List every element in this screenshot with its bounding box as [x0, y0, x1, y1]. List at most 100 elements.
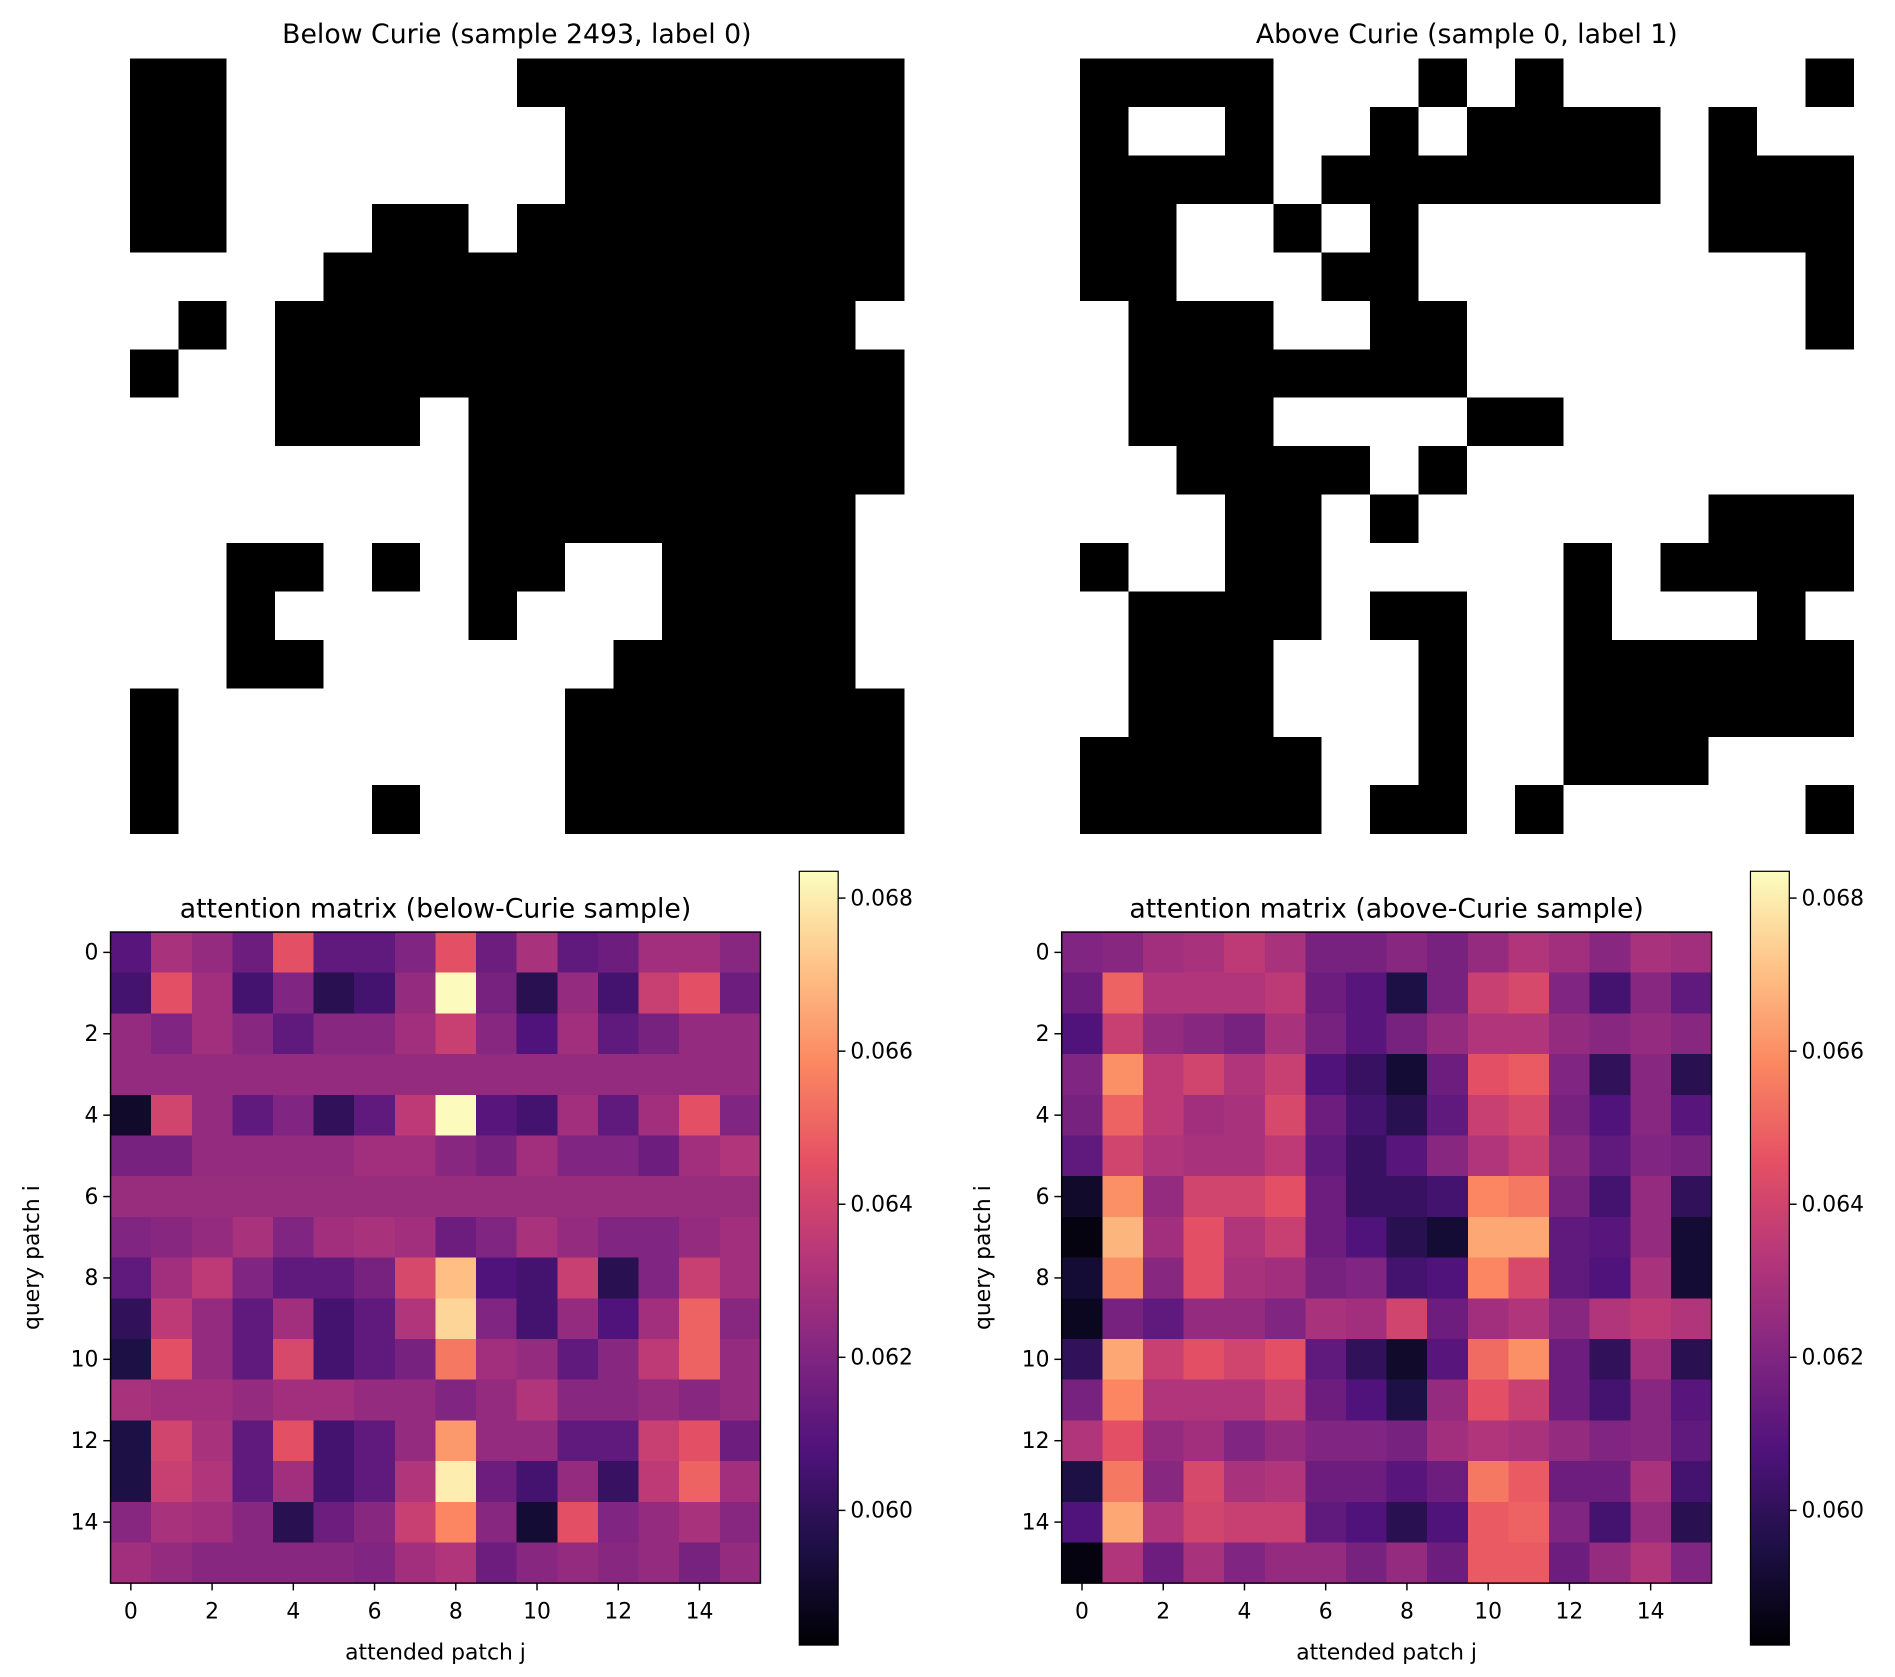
pixel — [1370, 58, 1419, 108]
pixel — [420, 494, 469, 544]
heat-cell — [354, 1094, 396, 1136]
pixel — [855, 736, 905, 786]
heat-cell — [313, 1135, 355, 1177]
pixel — [1756, 494, 1806, 544]
heat-cell — [679, 1135, 721, 1177]
pixel — [1321, 446, 1371, 496]
heat-cell — [232, 1420, 274, 1462]
pixel — [855, 785, 905, 835]
heat-cell — [1102, 1501, 1144, 1543]
pixel — [758, 446, 808, 496]
heat-cell — [191, 1420, 233, 1462]
heat-cell — [394, 1298, 436, 1340]
heat-cell — [313, 1420, 355, 1462]
heat-cell — [1264, 1298, 1306, 1340]
heat-cell — [1670, 1176, 1713, 1218]
pixel — [275, 300, 324, 350]
pixel — [1756, 446, 1806, 496]
heat-cell — [1102, 1420, 1144, 1462]
pixel — [1660, 203, 1710, 253]
heat-cell — [151, 932, 193, 974]
pixel — [1708, 446, 1758, 496]
heat-cell — [1427, 1298, 1469, 1340]
pixel — [323, 736, 373, 786]
heat-cell — [191, 1176, 233, 1218]
panel-title: Below Curie (sample 2493, label 0) — [282, 19, 751, 50]
pixel — [1515, 58, 1565, 108]
pixel — [1176, 688, 1226, 738]
pixel — [661, 58, 711, 108]
pixel — [1128, 155, 1178, 205]
pixel — [1805, 349, 1855, 399]
heat-cell — [638, 1542, 680, 1584]
heat-cell — [1142, 1338, 1185, 1381]
pixel — [1370, 300, 1419, 350]
heat-cell — [232, 1054, 274, 1096]
pixel — [1611, 58, 1661, 108]
heat-cell — [1467, 1338, 1509, 1381]
heat-cell — [597, 1135, 640, 1177]
heat-cell — [191, 1216, 233, 1259]
heat-cell — [435, 1542, 477, 1584]
pixel — [1515, 203, 1565, 253]
heat-cell — [476, 972, 518, 1014]
heat-cell — [638, 1461, 680, 1503]
pixel — [807, 300, 856, 350]
heat-cell — [1264, 1501, 1306, 1543]
heat-cell — [1670, 1501, 1713, 1543]
heat-cell — [557, 972, 599, 1014]
heat-cell — [719, 1135, 761, 1177]
heat-cell — [1386, 1461, 1428, 1503]
heat-cell — [1589, 1542, 1631, 1584]
heat-cell — [1183, 1216, 1225, 1259]
heat-cell — [435, 1094, 477, 1136]
heat-cell — [1549, 1501, 1591, 1543]
pixel — [1273, 155, 1323, 205]
heat-cell — [1061, 1501, 1103, 1543]
pixel — [178, 58, 228, 108]
pixel — [1418, 58, 1468, 108]
pixel — [1176, 639, 1226, 689]
heat-cell — [1061, 1461, 1103, 1503]
heat-cell — [354, 1461, 396, 1503]
pixel — [1418, 300, 1468, 350]
heat-cell — [394, 1013, 436, 1055]
pixel — [1418, 446, 1468, 496]
heat-cell — [1630, 1298, 1672, 1340]
pixel — [1418, 397, 1468, 447]
heat-cell — [679, 972, 721, 1014]
heat-cell — [1061, 972, 1103, 1014]
colorbar-tick-label: 0.060 — [850, 1499, 913, 1524]
heat-cell — [394, 1379, 436, 1421]
pixel — [129, 349, 179, 399]
heat-cell — [435, 1379, 477, 1421]
heat-cell — [1346, 1257, 1388, 1299]
heat-cell — [1142, 932, 1185, 974]
heat-cell — [1183, 972, 1225, 1014]
pixel — [420, 397, 469, 447]
pixel — [420, 688, 469, 738]
colorbar — [1749, 870, 1790, 1646]
pixel — [1273, 446, 1323, 496]
pixel — [565, 203, 615, 253]
pixel — [1466, 155, 1516, 205]
pixel — [275, 688, 324, 738]
pixel — [855, 543, 905, 592]
pixel — [129, 591, 179, 641]
heat-cell — [597, 1501, 640, 1543]
heat-cell — [151, 1461, 193, 1503]
heat-cell — [516, 1257, 558, 1299]
heat-cell — [1467, 1054, 1509, 1096]
heat-cell — [1264, 1094, 1306, 1136]
heat-cell — [1142, 1461, 1185, 1503]
pixel — [758, 688, 808, 738]
pixel — [420, 591, 469, 641]
pixel — [1224, 543, 1274, 592]
y-tick-label: 12 — [71, 1429, 99, 1454]
heat-cell — [1183, 932, 1225, 974]
heat-cell — [1630, 1013, 1672, 1055]
heat-cell — [516, 972, 558, 1014]
pixel — [1611, 252, 1661, 302]
pixel — [758, 349, 808, 399]
pixel — [565, 736, 615, 786]
